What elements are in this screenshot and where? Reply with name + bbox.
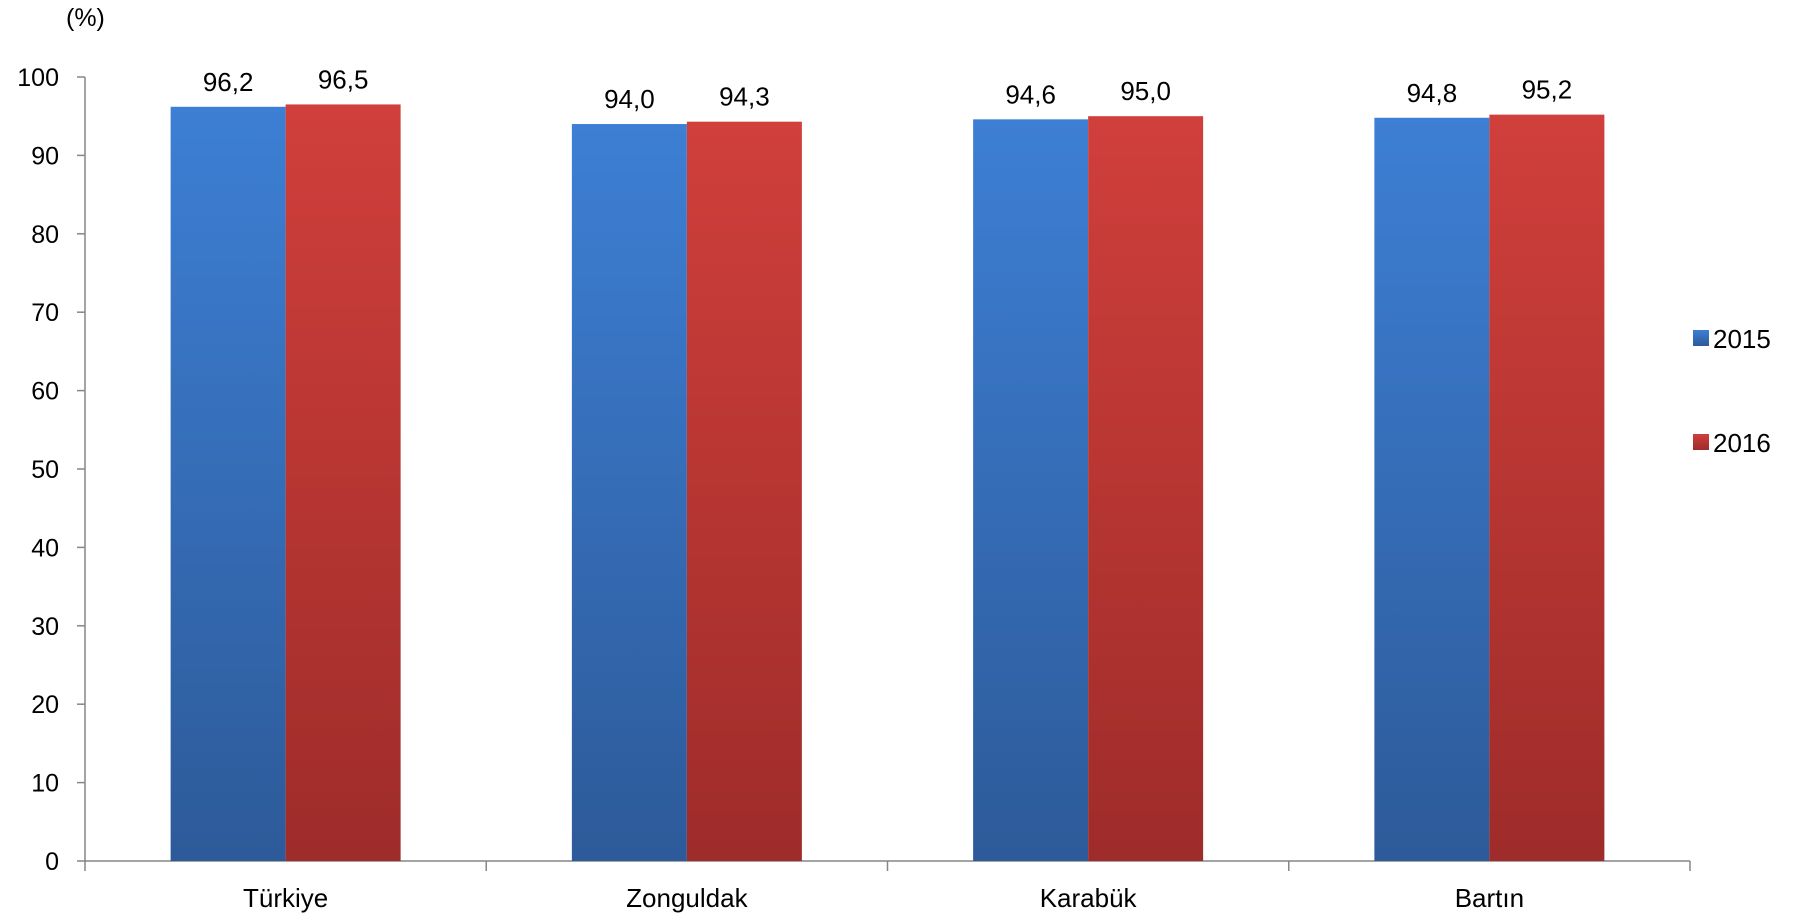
bar-2015-1 [170, 106, 286, 862]
legend-label-2016: 2016 [1713, 428, 1771, 458]
x-category-label: Bartın [1455, 883, 1524, 913]
legend-swatch-2015 [1693, 330, 1709, 346]
y-tick-label: 70 [31, 299, 59, 327]
bar-2015-3 [973, 119, 1089, 861]
x-category-label: Karabük [1040, 883, 1138, 913]
bars [170, 104, 1605, 862]
data-label: 95,0 [1120, 76, 1171, 106]
data-label: 94,6 [1005, 79, 1056, 109]
bar-2016-3 [1088, 116, 1204, 861]
y-axis-unit-label: (%) [66, 4, 105, 32]
y-tick-label: 20 [31, 691, 59, 719]
data-label: 96,2 [203, 67, 254, 97]
y-tick-label: 90 [31, 142, 59, 170]
x-category-label: Türkiye [243, 883, 328, 913]
y-tick-label: 60 [31, 378, 59, 406]
bar-2015-2 [571, 124, 687, 862]
bar-2016-1 [285, 104, 401, 861]
data-label: 94,8 [1407, 78, 1458, 108]
data-labels: 96,2 96,5 94,0 94,3 94,6 95,0 94,8 95,2 [203, 64, 1572, 114]
legend-label-2015: 2015 [1713, 324, 1771, 354]
legend-swatch-2016 [1693, 434, 1709, 450]
data-label: 94,3 [719, 82, 770, 112]
y-tick-label: 30 [31, 613, 59, 641]
y-tick-label: 50 [31, 456, 59, 484]
x-axis-labels: Türkiye Zonguldak Karabük Bartın [243, 883, 1524, 913]
data-label: 96,5 [318, 64, 369, 94]
y-tick-label: 100 [17, 64, 59, 92]
y-tick-label: 80 [31, 221, 59, 249]
y-axis-ticks: 0 10 20 30 40 50 60 70 80 90 100 [17, 64, 85, 876]
data-label: 94,0 [604, 84, 655, 114]
bar-2016-2 [686, 121, 802, 862]
y-tick-label: 0 [45, 848, 59, 876]
y-tick-label: 10 [31, 770, 59, 798]
y-tick-label: 40 [31, 534, 59, 562]
data-label: 95,2 [1522, 75, 1573, 105]
legend: 2015 2016 [1693, 324, 1771, 458]
x-category-label: Zonguldak [626, 883, 748, 913]
bar-2015-4 [1374, 117, 1490, 861]
bar-2016-4 [1489, 114, 1605, 861]
